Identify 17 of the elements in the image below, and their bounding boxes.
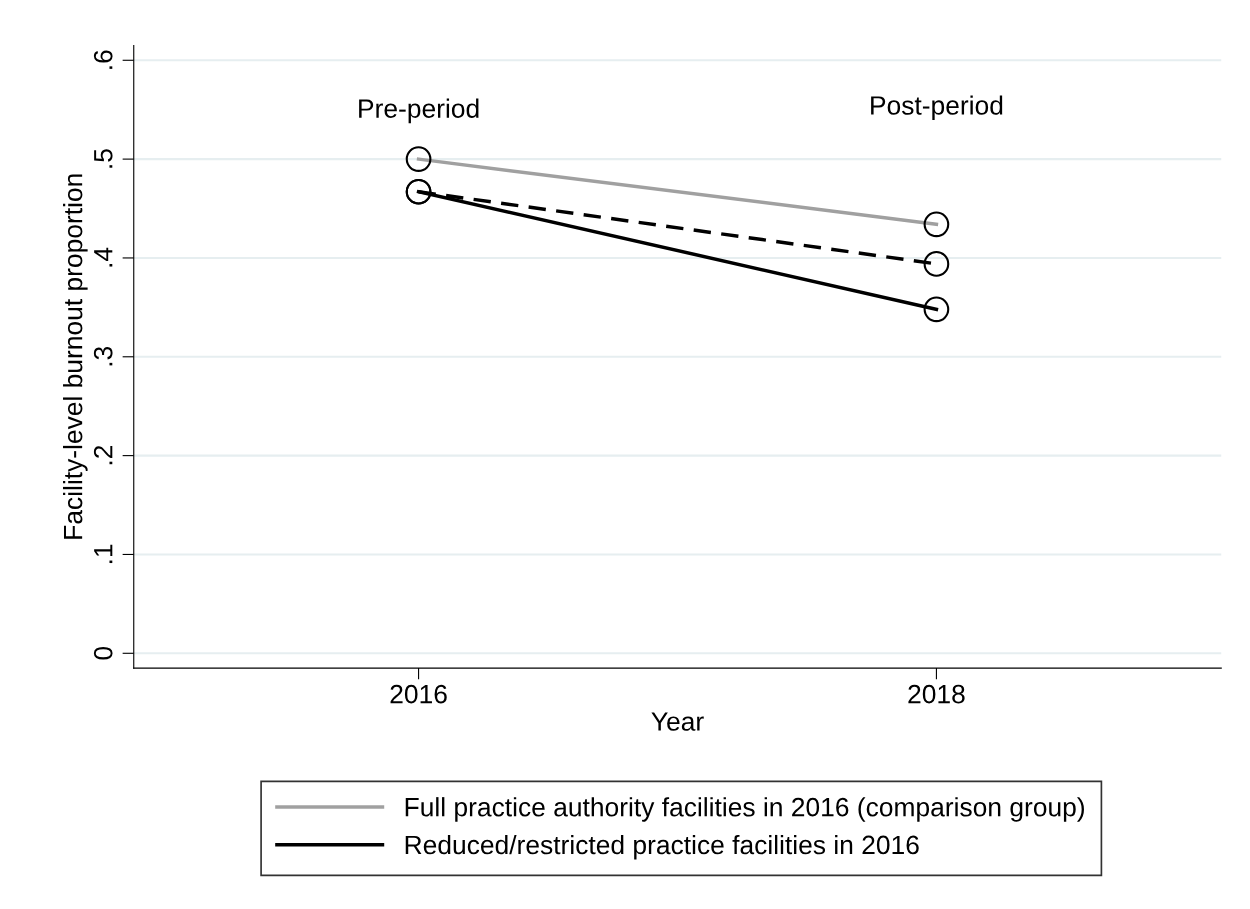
x-tick-label: 2016	[390, 684, 447, 704]
point	[923, 296, 950, 323]
legend-label: Full practice authority facilities in 2016 (comparison group)	[405, 797, 1084, 822]
y-tick-label: .3	[93, 346, 113, 366]
y-tick-label: .1	[94, 544, 113, 564]
point	[923, 251, 950, 277]
annotation: Pre-period	[359, 98, 479, 124]
y-tick-label: 0	[93, 646, 113, 660]
annotation: Post-period	[871, 95, 1003, 121]
legend-label: Reduced/restricted practice facilities in 2016	[405, 834, 919, 860]
x-tick-label: 2018	[908, 684, 965, 704]
x-axis-title: Year	[651, 712, 704, 731]
y-axis-title: Facility-level burnout proportion	[63, 174, 88, 539]
y-tick-label: .4	[94, 247, 113, 267]
y-tick-label: .5	[94, 149, 113, 168]
y-tick-label: .2	[93, 445, 113, 465]
y-tick-label: .6	[93, 50, 113, 69]
